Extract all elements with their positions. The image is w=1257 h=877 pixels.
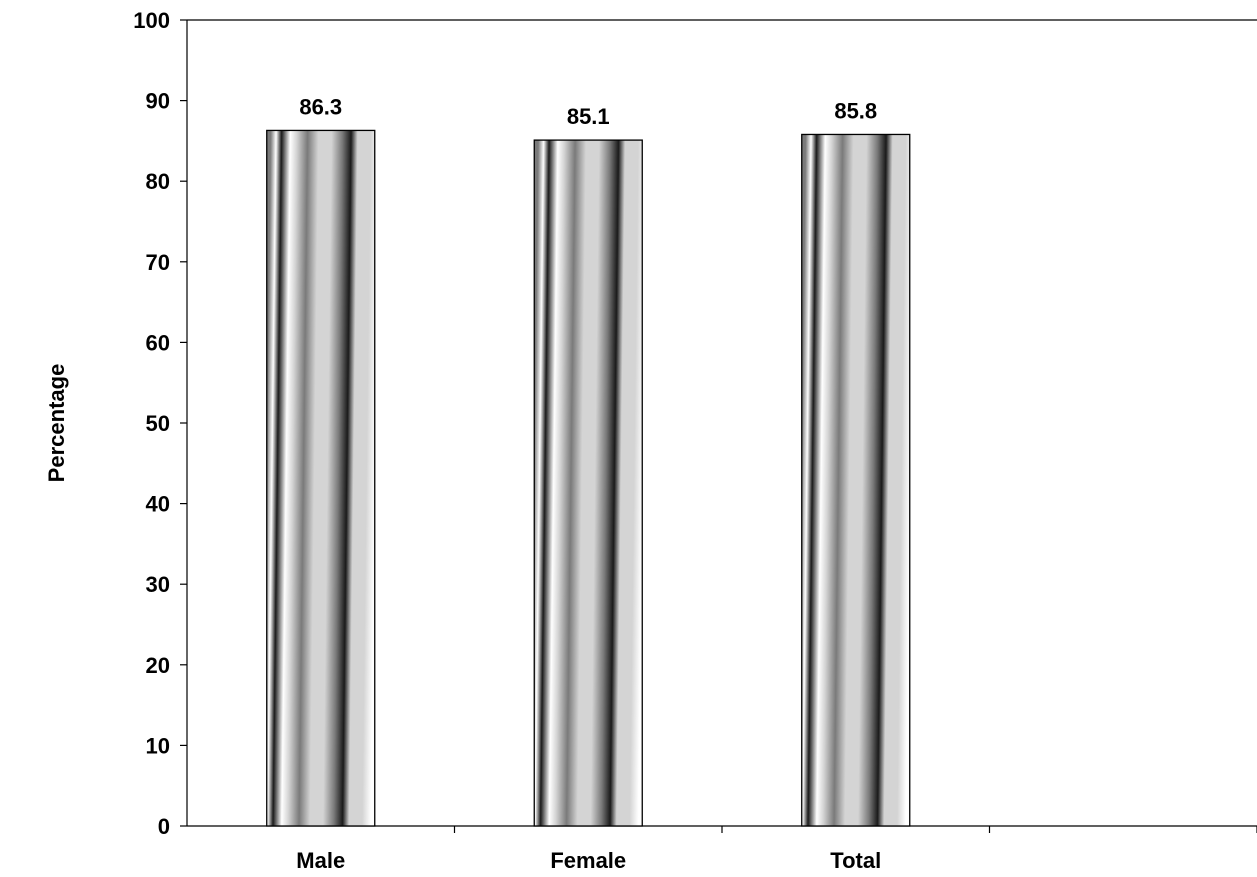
y-axis-ticks: 0 10 20 30 40 50 60 70 80 90 100 [133, 8, 187, 839]
bar-male [266, 129, 376, 827]
bar-total [801, 133, 911, 827]
x-tick-labels: Male Female Total [296, 848, 881, 873]
y-tick-label: 10 [146, 733, 170, 758]
plot-area: 0 10 20 30 40 50 60 70 80 90 100 86.3 85.1 85.8 Male… [133, 8, 1257, 873]
y-tick-label: 80 [146, 169, 170, 194]
y-tick-label: 60 [146, 330, 170, 355]
x-tick-label: Total [830, 848, 881, 873]
y-tick-label: 70 [146, 250, 170, 275]
data-labels: 86.3 85.1 85.8 [299, 94, 877, 129]
x-tick-label: Male [296, 848, 345, 873]
bars [266, 129, 911, 827]
y-tick-label: 40 [146, 492, 170, 517]
y-tick-label: 20 [146, 653, 170, 678]
x-tick-label: Female [550, 848, 626, 873]
data-label: 85.8 [834, 98, 877, 123]
data-label: 86.3 [299, 94, 342, 119]
x-axis-ticks [453, 826, 1257, 833]
y-tick-label: 30 [146, 572, 170, 597]
y-tick-label: 100 [133, 8, 170, 33]
y-axis-label: Percentage [44, 364, 69, 483]
y-tick-label: 90 [146, 89, 170, 114]
y-tick-label: 0 [158, 814, 170, 839]
bar-female [533, 139, 643, 827]
y-tick-label: 50 [146, 411, 170, 436]
data-label: 85.1 [567, 104, 610, 129]
